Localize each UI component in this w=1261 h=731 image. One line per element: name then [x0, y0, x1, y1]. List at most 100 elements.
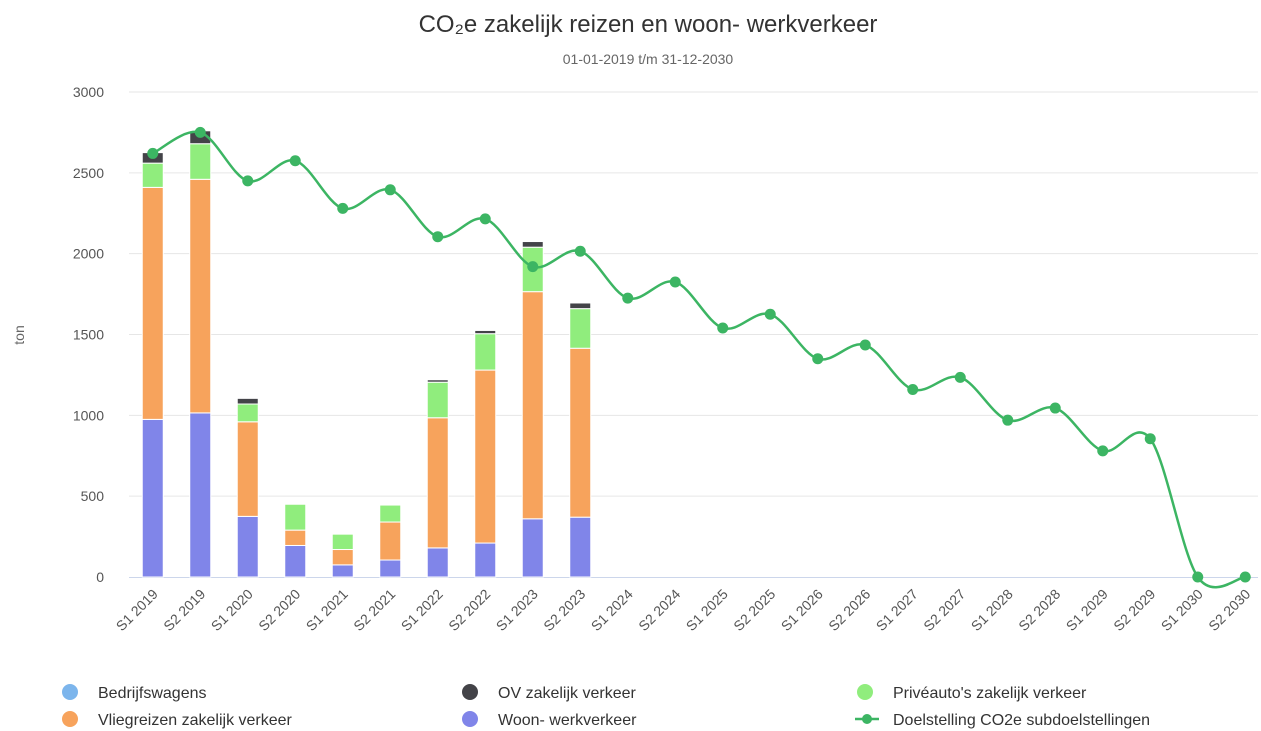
target-marker [337, 202, 349, 214]
legend-symbol [462, 684, 478, 700]
target-marker [1097, 445, 1109, 457]
bar-segment [426, 379, 449, 383]
x-tick-label: S2 2030 [1205, 586, 1253, 634]
target-marker [669, 276, 681, 288]
y-tick-label: 0 [96, 569, 104, 585]
bar-segment [379, 559, 402, 578]
bar-segment [521, 518, 544, 578]
bar-segment [236, 515, 259, 578]
legend-symbol [62, 684, 78, 700]
target-marker [764, 308, 776, 320]
target-marker [479, 213, 491, 225]
chart-subtitle: 01-01-2019 t/m 31-12-2030 [563, 51, 734, 67]
bar-segment [331, 533, 354, 551]
x-tick-label: S2 2028 [1015, 586, 1063, 634]
bar-segment [331, 549, 354, 566]
legend-symbol [862, 714, 872, 724]
bar-segment [569, 308, 592, 349]
bar-segment [474, 333, 497, 371]
legend-label: OV zakelijk verkeer [498, 685, 636, 702]
x-tick-label: S1 2030 [1158, 586, 1206, 634]
x-tick-label: S2 2029 [1110, 586, 1158, 634]
x-tick-label: S1 2020 [208, 586, 256, 634]
target-marker [812, 353, 824, 365]
bar-segment [521, 291, 544, 520]
bar-segment [189, 412, 212, 578]
legend-symbol [462, 711, 478, 727]
target-marker [194, 126, 206, 138]
x-tick-label: S2 2022 [445, 586, 493, 634]
legend-label: Privéauto's zakelijk verkeer [893, 685, 1087, 702]
x-tick-label: S1 2022 [398, 586, 446, 634]
target-marker [432, 231, 444, 243]
bar-segment [141, 418, 164, 578]
bar-segment [189, 178, 212, 414]
y-axis-label: ton [11, 325, 27, 344]
bar-segment [569, 347, 592, 518]
x-tick-label: S1 2027 [873, 586, 921, 634]
target-marker [527, 261, 539, 273]
target-marker [1002, 414, 1014, 426]
bar-segment [521, 241, 544, 248]
x-tick-label: S1 2028 [968, 586, 1016, 634]
target-marker [574, 245, 586, 257]
target-marker [1049, 402, 1061, 414]
x-tick-label: S1 2025 [683, 586, 731, 634]
target-marker [384, 184, 396, 196]
bar-segment [141, 186, 164, 420]
y-tick-label: 2000 [73, 246, 104, 262]
chart-title: CO₂e zakelijk reizen en woon- werkverkee… [419, 11, 878, 38]
target-marker [859, 339, 871, 351]
bar-segment [284, 529, 307, 546]
bar-segment [426, 547, 449, 578]
x-tick-label: S1 2023 [493, 586, 541, 634]
bar-segment [236, 397, 259, 405]
x-tick-label: S2 2020 [255, 586, 303, 634]
target-marker [1144, 433, 1156, 445]
bar-segment [426, 417, 449, 549]
bar-segment [236, 403, 259, 423]
bar-segment [379, 504, 402, 523]
x-tick-label: S1 2019 [113, 586, 161, 634]
bar-segment [284, 544, 307, 578]
target-marker [622, 292, 634, 304]
bar-segment [141, 162, 164, 188]
bar-segment [569, 516, 592, 578]
bar-segment [236, 421, 259, 517]
y-tick-label: 3000 [73, 84, 104, 100]
target-marker [954, 371, 966, 383]
target-marker [1192, 571, 1204, 583]
bar-segment [474, 542, 497, 578]
bar-segment [284, 503, 307, 531]
legend-label: Bedrijfswagens [98, 685, 207, 702]
legend-symbol [857, 684, 873, 700]
x-tick-label: S1 2024 [588, 586, 636, 634]
x-tick-label: S1 2026 [778, 586, 826, 634]
target-marker [907, 383, 919, 395]
y-tick-label: 1500 [73, 327, 104, 343]
y-tick-label: 1000 [73, 407, 104, 423]
x-tick-label: S1 2021 [303, 586, 351, 634]
bar-segment [474, 329, 497, 335]
x-tick-label: S1 2029 [1063, 586, 1111, 634]
x-tick-label: S2 2025 [730, 586, 778, 634]
target-line [152, 130, 1246, 589]
legend-label: Vliegreizen zakelijk verkeer [98, 712, 293, 729]
bar-segment [189, 143, 212, 180]
legend-label: Woon- werkverkeer [498, 712, 637, 729]
bar-segment [331, 564, 354, 578]
target-marker [147, 147, 159, 159]
bar-segment [379, 521, 402, 561]
x-tick-label: S2 2019 [160, 586, 208, 634]
x-tick-label: S2 2027 [920, 586, 968, 634]
x-tick-label: S2 2024 [635, 586, 683, 634]
y-tick-label: 2500 [73, 165, 104, 181]
legend-label: Doelstelling CO2e subdoelstellingen [893, 712, 1150, 729]
bar-segment [474, 369, 497, 544]
target-marker [289, 155, 301, 167]
target-marker [1239, 571, 1251, 583]
x-tick-label: S2 2023 [540, 586, 588, 634]
target-marker [242, 175, 254, 187]
x-tick-label: S2 2026 [825, 586, 873, 634]
